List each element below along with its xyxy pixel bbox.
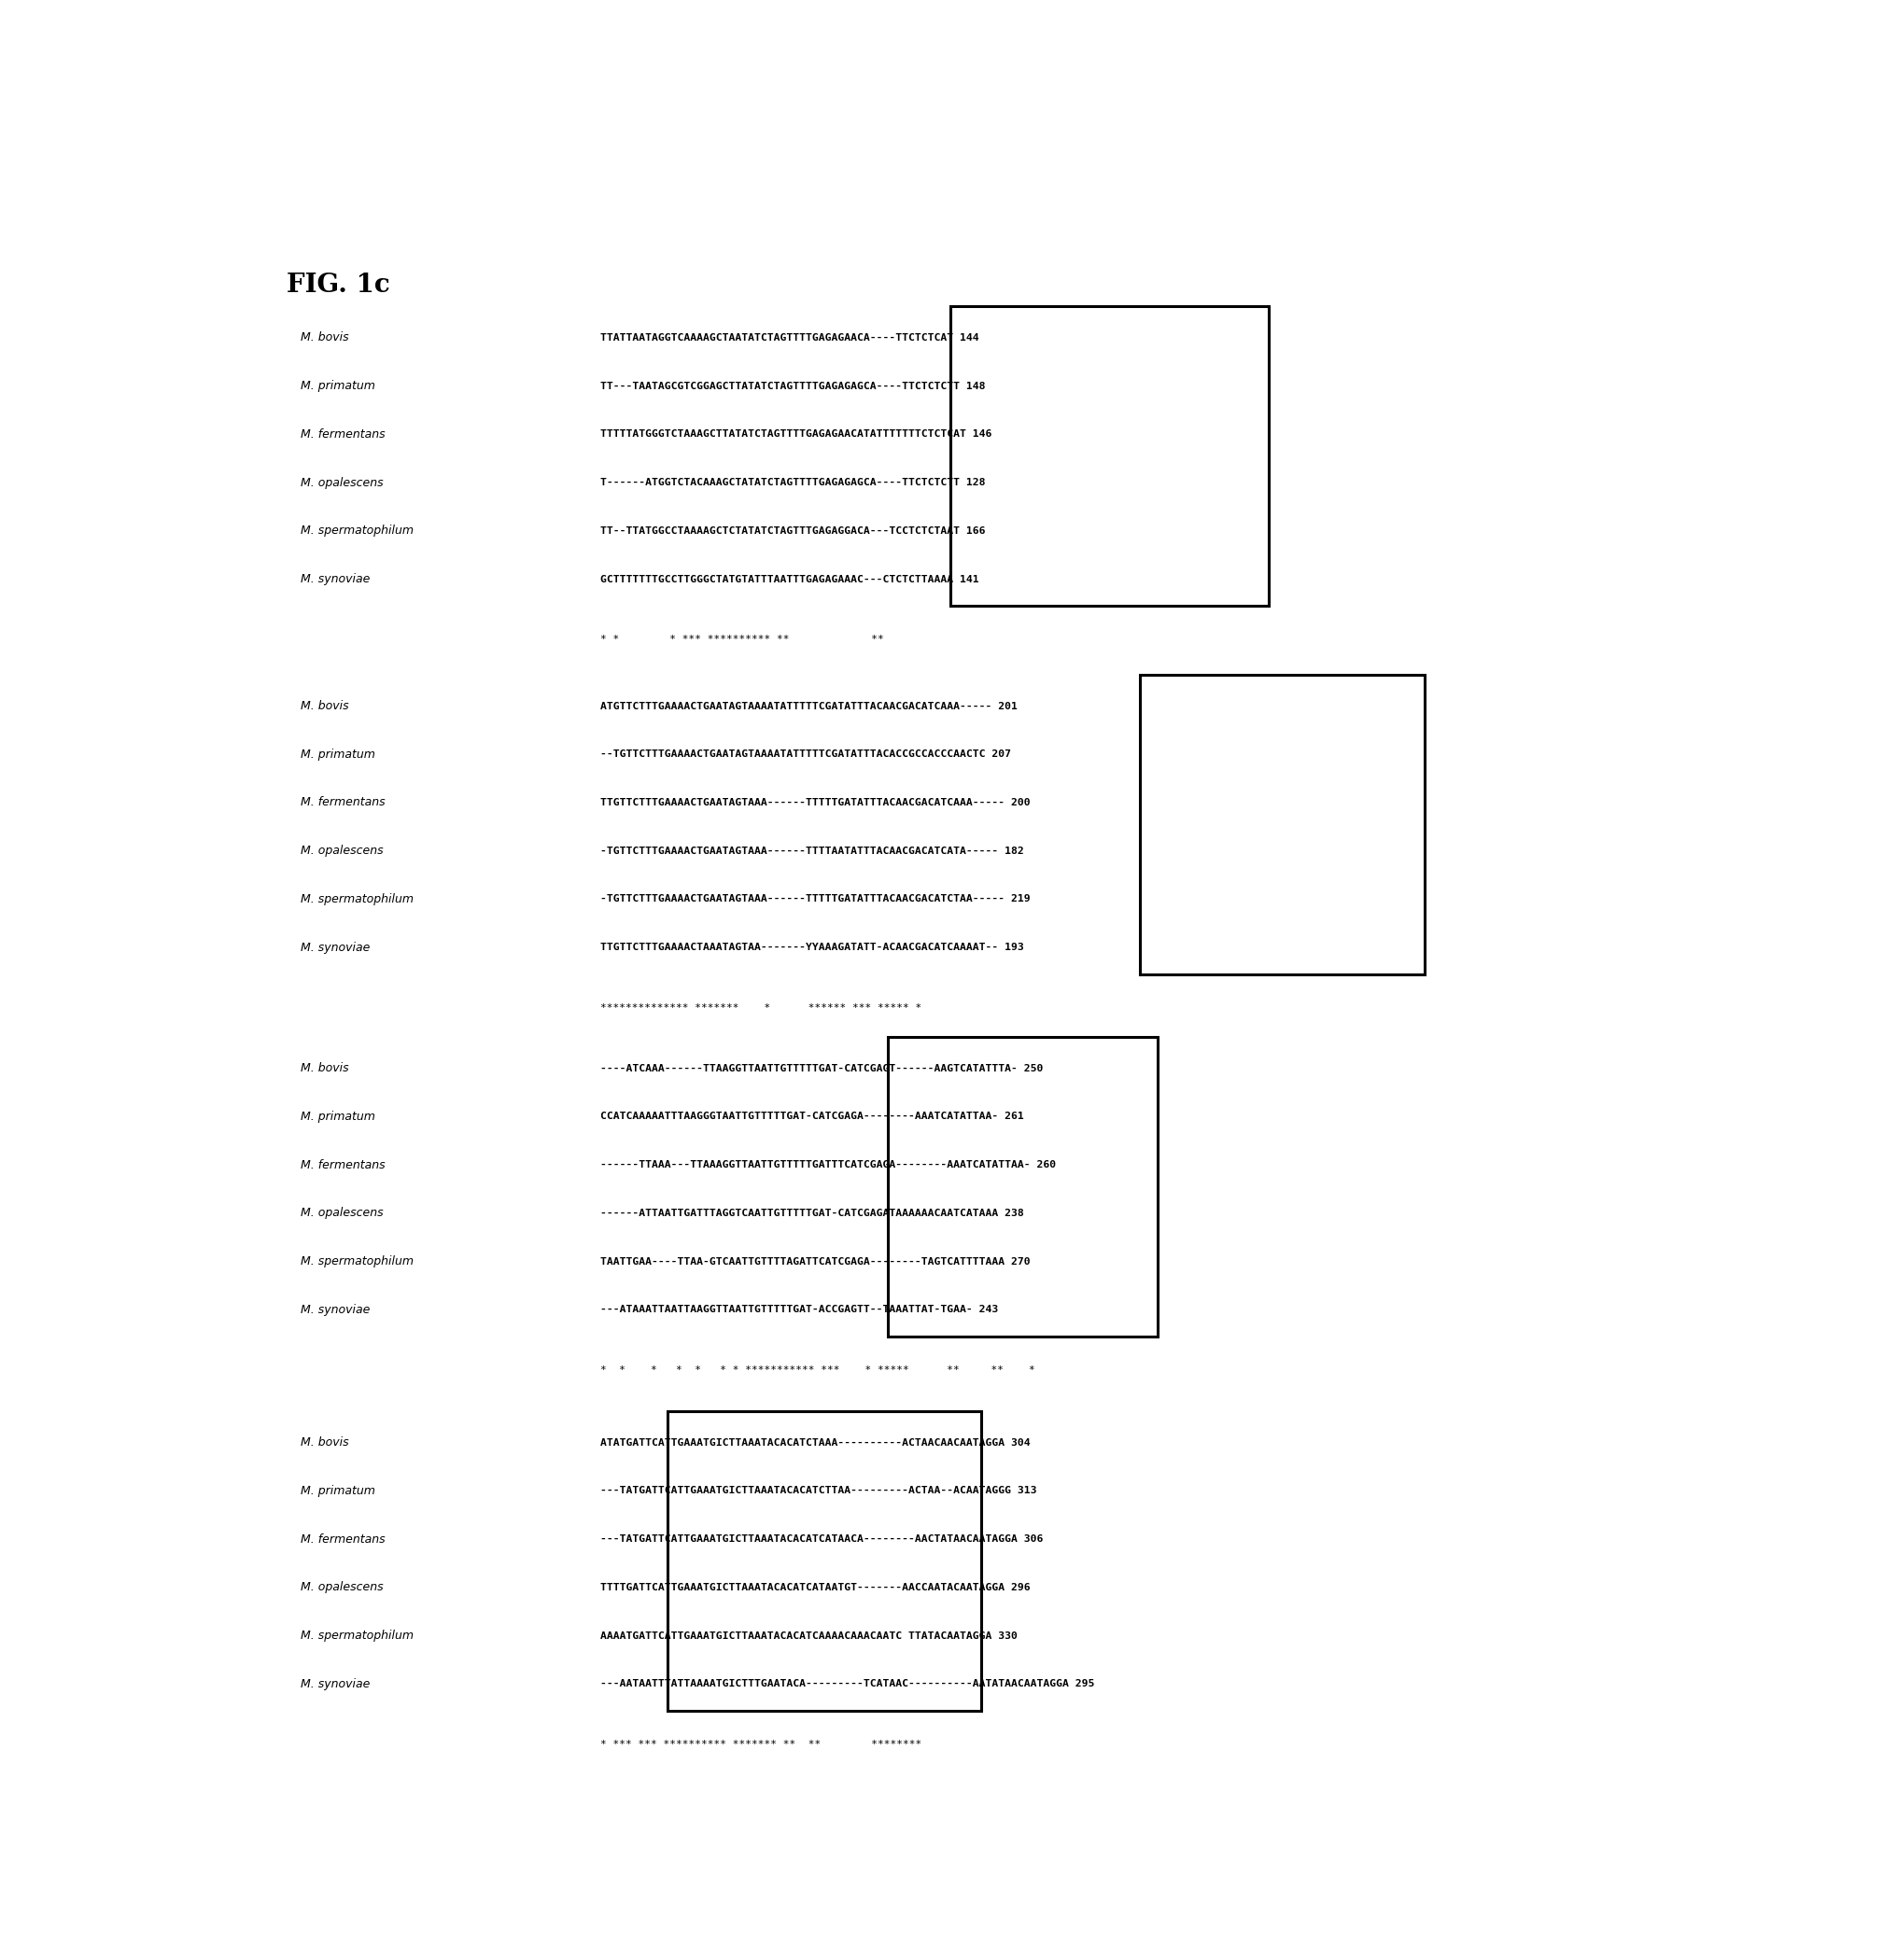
Text: ---TATGATTCATTGAAATGICTTAAATACACATCATAACA--------AACTATAACAATAGGA 306: ---TATGATTCATTGAAATGICTTAAATACACATCATAAC… [601, 1535, 1043, 1544]
Text: --TGTTCTTTGAAAACTGAATAGTAAAATATTTTTCGATATTTACACCGCCACCCAACTC 207: --TGTTCTTTGAAAACTGAATAGTAAAATATTTTTCGATA… [601, 749, 1011, 759]
Text: M. primatum: M. primatum [301, 1111, 375, 1123]
Bar [1141, 674, 1425, 974]
Text: ----ATCAAA------TTAAGGTTAATTGTTTTTGAT-CATCGAGT------AAGTCATATTTA- 250: ----ATCAAA------TTAAGGTTAATTGTTTTTGAT-CA… [601, 1064, 1043, 1072]
Text: TTGTTCTTTGAAAACTGAATAGTAAA------TTTTTGATATTTACAACGACATCAAA----- 200: TTGTTCTTTGAAAACTGAATAGTAAA------TTTTTGAT… [601, 798, 1030, 808]
Text: TTTTTATGGGTCTAAAGCTTATATCTAGTTTTGAGAGAACATATTTTTTTCTCTCAT 146: TTTTTATGGGTCTAAAGCTTATATCTAGTTTTGAGAGAAC… [601, 429, 992, 439]
Text: M. fermentans: M. fermentans [301, 796, 386, 809]
Text: M. spermatophilum: M. spermatophilum [301, 1629, 414, 1642]
Text: ATGTTCTTTGAAAACTGAATAGTAAAATATTTTTCGATATTTACAACGACATCAAA----- 201: ATGTTCTTTGAAAACTGAATAGTAAAATATTTTTCGATAT… [601, 702, 1017, 711]
Text: M. opalescens: M. opalescens [301, 1207, 384, 1219]
Text: M. synoviae: M. synoviae [301, 572, 371, 586]
Text: M. opalescens: M. opalescens [301, 845, 384, 857]
Text: * *        * *** ********** **             **: * * * *** ********** ** ** [601, 635, 883, 645]
Text: TTTTGATTCATTGAAATGICTTAAATACACATCATAATGT-------AACCAATACAATAGGA 296: TTTTGATTCATTGAAATGICTTAAATACACATCATAATGT… [601, 1584, 1030, 1592]
Text: M. synoviae: M. synoviae [301, 941, 371, 955]
Text: ---ATAAATTAATTAAGGTTAATTGTTTTTGAT-ACCGAGTT--TAAATTAT-TGAA- 243: ---ATAAATTAATTAAGGTTAATTGTTTTTGAT-ACCGAG… [601, 1305, 998, 1315]
Text: M. opalescens: M. opalescens [301, 1582, 384, 1593]
Text: GCTTTTTTTGCCTTGGGCTATGTATTTAATTTGAGAGAAAC---CTCTCTTAAAA 141: GCTTTTTTTGCCTTGGGCTATGTATTTAATTTGAGAGAAA… [601, 574, 979, 584]
Text: ---TATGATTCATTGAAATGICTTAAATACACATCTTAA---------ACTAA--ACAATAGGG 313: ---TATGATTCATTGAAATGICTTAAATACACATCTTAA-… [601, 1486, 1038, 1495]
Text: M. spermatophilum: M. spermatophilum [301, 1256, 414, 1268]
Text: ---AATAATTTATTAAAATGICTTTGAATACA---------TCATAAC----------AATATAACAATAGGA 295: ---AATAATTTATTAAAATGICTTTGAATACA--------… [601, 1680, 1094, 1690]
Text: M. bovis: M. bovis [301, 700, 348, 711]
Text: *  *    *   *  *   * * *********** ***    * *****      **     **    *: * * * * * * * *********** *** * ***** **… [601, 1366, 1036, 1374]
Text: TT---TAATAGCGTCGGAGCTTATATCTAGTTTTGAGAGAGCA----TTCTCTCTT 148: TT---TAATAGCGTCGGAGCTTATATCTAGTTTTGAGAGA… [601, 382, 985, 390]
Text: T------ATGGTCTACAAAGCTATATCTAGTTTTGAGAGAGCA----TTCTCTCTT 128: T------ATGGTCTACAAAGCTATATCTAGTTTTGAGAGA… [601, 478, 985, 488]
Text: ------TTAAA---TTAAAGGTTAATTGTTTTTGATTTCATCGAGA--------AAATCATATTAA- 260: ------TTAAA---TTAAAGGTTAATTGTTTTTGATTTCA… [601, 1160, 1056, 1170]
Text: FIG. 1c: FIG. 1c [286, 272, 390, 298]
Text: M. primatum: M. primatum [301, 1486, 375, 1497]
Text: CCATCAAAAATTTAAGGGTAATTGTTTTTGAT-CATCGAGA--------AAATCATATTAA- 261: CCATCAAAAATTTAAGGGTAATTGTTTTTGAT-CATCGAG… [601, 1111, 1024, 1121]
Bar [951, 306, 1269, 606]
Text: M. opalescens: M. opalescens [301, 476, 384, 488]
Text: M. spermatophilum: M. spermatophilum [301, 525, 414, 537]
Text: M. bovis: M. bovis [301, 331, 348, 343]
Text: -TGTTCTTTGAAAACTGAATAGTAAA------TTTTAATATTTACAACGACATCATA----- 182: -TGTTCTTTGAAAACTGAATAGTAAA------TTTTAATA… [601, 847, 1024, 857]
Text: M. fermentans: M. fermentans [301, 1158, 386, 1170]
Bar [887, 1037, 1158, 1337]
Text: ************** *******    *      ****** *** ***** *: ************** ******* * ****** *** ****… [601, 1004, 921, 1013]
Text: TT--TTATGGCCTAAAAGCTCTATATCTAGTTTGAGAGGACA---TCCTCTCTAAT 166: TT--TTATGGCCTAAAAGCTCTATATCTAGTTTGAGAGGA… [601, 527, 985, 535]
Text: M. synoviae: M. synoviae [301, 1678, 371, 1690]
Text: TTATTAATAGGTCAAAAGCTAATATCTAGTTTTGAGAGAACA----TTCTCTCAT 144: TTATTAATAGGTCAAAAGCTAATATCTAGTTTTGAGAGAA… [601, 333, 979, 343]
Text: M. fermentans: M. fermentans [301, 1533, 386, 1544]
Text: M. bovis: M. bovis [301, 1437, 348, 1448]
Text: AAAATGATTCATTGAAATGICTTAAATACACATCAAAACAAACAATC TTATACAATAGGA 330: AAAATGATTCATTGAAATGICTTAAATACACATCAAAACA… [601, 1631, 1017, 1641]
Bar [667, 1411, 981, 1711]
Text: M. spermatophilum: M. spermatophilum [301, 894, 414, 906]
Text: ATATGATTCATTGAAATGICTTAAATACACATCTAAA----------ACTAACAACAATAGGA 304: ATATGATTCATTGAAATGICTTAAATACACATCTAAA---… [601, 1439, 1030, 1446]
Text: M. primatum: M. primatum [301, 749, 375, 760]
Text: M. primatum: M. primatum [301, 380, 375, 392]
Text: ------ATTAATTGATTTAGGTCAATTGTTTTTGAT-CATCGAGATAAAAAACAATCATAAA 238: ------ATTAATTGATTTAGGTCAATTGTTTTTGAT-CAT… [601, 1209, 1024, 1217]
Text: M. synoviae: M. synoviae [301, 1303, 371, 1315]
Text: TTGTTCTTTGAAAACTAAATAGTAA-------YYAAAGATATT-ACAACGACATCAAAAT-- 193: TTGTTCTTTGAAAACTAAATAGTAA-------YYAAAGAT… [601, 943, 1024, 953]
Text: * *** *** ********** ******* **  **        ********: * *** *** ********** ******* ** ** *****… [601, 1740, 921, 1748]
Text: TAATTGAA----TTAA-GTCAATTGTTTTAGATTCATCGAGA--------TAGTCATTTTAAA 270: TAATTGAA----TTAA-GTCAATTGTTTTAGATTCATCGA… [601, 1256, 1030, 1266]
Text: -TGTTCTTTGAAAACTGAATAGTAAA------TTTTTGATATTTACAACGACATCTAA----- 219: -TGTTCTTTGAAAACTGAATAGTAAA------TTTTTGAT… [601, 894, 1030, 904]
Text: M. bovis: M. bovis [301, 1062, 348, 1074]
Text: M. fermentans: M. fermentans [301, 429, 386, 441]
